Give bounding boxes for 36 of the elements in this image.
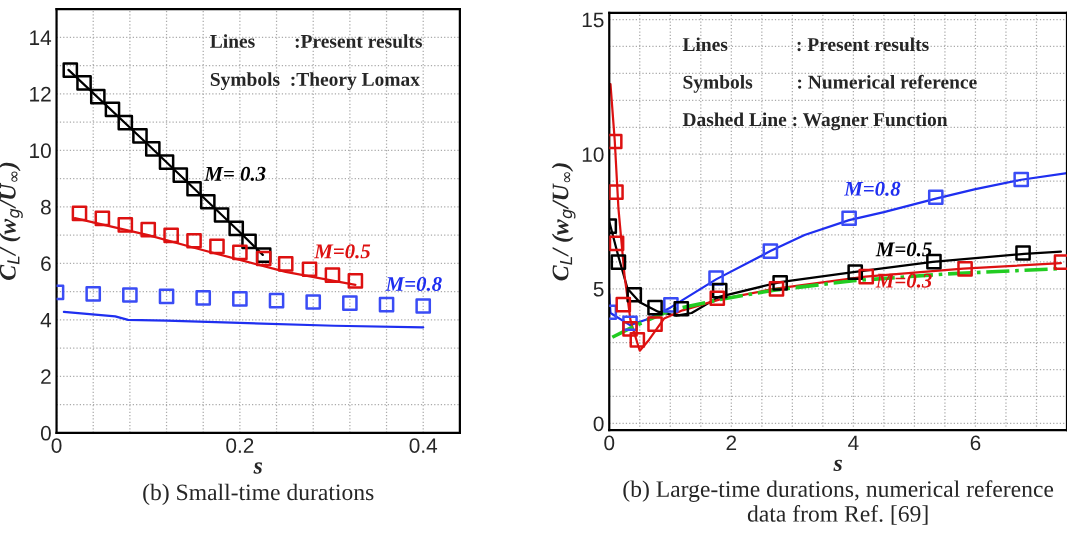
y-tick-label: 15 bbox=[582, 12, 604, 28]
annotation: Symbols :Theory Lomax bbox=[210, 72, 420, 90]
y-tick-label: 0 bbox=[40, 425, 51, 441]
x-tick-label: 6 bbox=[970, 435, 981, 451]
series-label: M=0.3 bbox=[875, 273, 932, 288]
annotation: Symbols : Numerical reference bbox=[683, 74, 977, 93]
y-tick-label: 4 bbox=[40, 313, 52, 328]
x-tick-label: 0.2 bbox=[226, 438, 254, 453]
y-tick-label: 12 bbox=[30, 86, 51, 102]
y-axis-title: C$_{L}$/ (w$_{g}$/U$_{∞}$) bbox=[551, 163, 576, 281]
y-axis-title: C$_{L}$/ (w$_{g}$/U$_{∞}$) bbox=[0, 162, 23, 280]
y-tick-label: 10 bbox=[582, 147, 604, 162]
y-tick-label: 6 bbox=[41, 256, 51, 272]
y-tick-label: 14 bbox=[30, 30, 52, 45]
x-axis-title: s bbox=[833, 459, 842, 472]
annotation: Lines :Present results bbox=[210, 34, 422, 48]
x-tick-label: 4 bbox=[848, 435, 859, 451]
x-tick-label: 0.4 bbox=[409, 438, 438, 453]
series-label: M= 0.3 bbox=[204, 166, 266, 181]
y-tick-label: 5 bbox=[593, 282, 604, 297]
x-tick-label: 0 bbox=[51, 438, 62, 453]
series-label: M=0.8 bbox=[843, 181, 901, 196]
series-label: M=0.5 bbox=[875, 242, 932, 257]
text: (b) Small-time durations bbox=[143, 483, 374, 506]
y-tick-label: 8 bbox=[41, 199, 51, 215]
y-tick-label: 2 bbox=[41, 369, 51, 384]
text: (b) Large-time durations, numerical reference data from Ref. [69] bbox=[623, 480, 1054, 525]
annotation: Lines : Present results bbox=[682, 37, 929, 52]
x-tick-label: 0 bbox=[604, 435, 615, 451]
x-axis-title: s bbox=[253, 462, 263, 474]
series-label: M=0.5 bbox=[314, 244, 371, 259]
series-label: M=0.8 bbox=[385, 276, 442, 292]
y-tick-label: 0 bbox=[593, 416, 604, 432]
x-tick-label: 2 bbox=[726, 435, 737, 451]
y-tick-label: 10 bbox=[30, 143, 51, 159]
annotation: Dashed Line : Wagner Function bbox=[682, 112, 948, 131]
